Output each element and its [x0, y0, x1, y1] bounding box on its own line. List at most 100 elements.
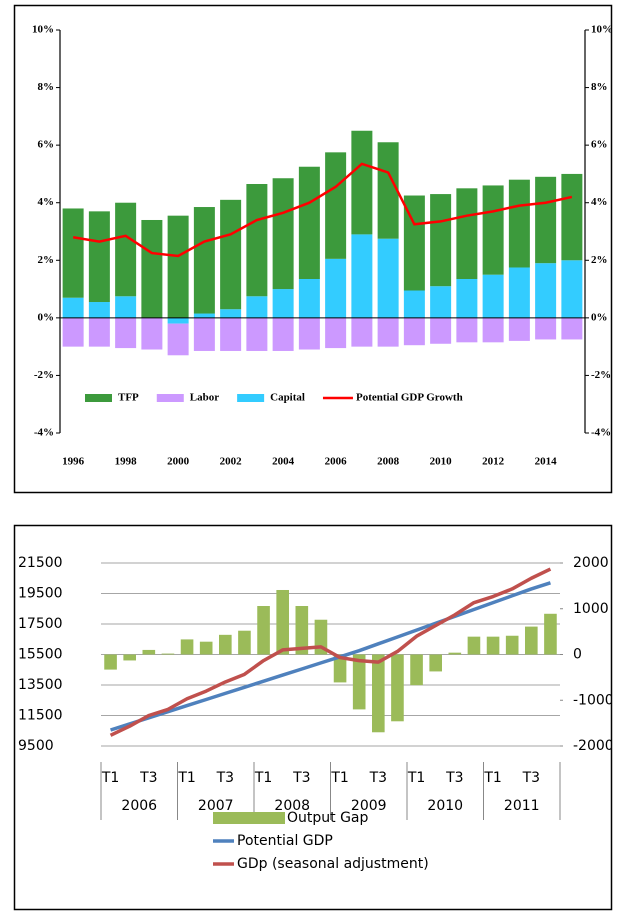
- bar-segment: [298, 317, 320, 350]
- y-tick-label: 17500: [18, 616, 63, 632]
- x-tick-label: T3: [292, 770, 310, 786]
- bar-segment: [220, 199, 242, 310]
- bar-segment: [272, 289, 294, 318]
- y2-tick-label: 2%: [591, 254, 608, 266]
- line-series: [72, 162, 573, 258]
- y2-tick-label: 0: [573, 647, 582, 663]
- bar: [104, 654, 117, 670]
- x-tick-label: 2012: [482, 456, 505, 468]
- bar: [525, 626, 538, 655]
- x-tick-label: T1: [254, 770, 272, 786]
- y-tick-label: 0%: [38, 311, 55, 323]
- bar: [238, 630, 251, 655]
- x-tick-label: T1: [330, 770, 348, 786]
- x-tick-label: 1996: [62, 456, 85, 468]
- bar-segment: [325, 152, 347, 259]
- bar-segment: [351, 130, 373, 235]
- legend-label: Potential GDP: [237, 833, 333, 849]
- year-label: 2007: [198, 798, 234, 814]
- bar: [123, 654, 136, 661]
- line-series: [109, 567, 552, 737]
- legend-label: Capital: [270, 392, 305, 404]
- y2-tick-label: 10%: [591, 24, 613, 36]
- bar-segment: [430, 286, 452, 318]
- bar-segment: [351, 234, 373, 318]
- x-tick-label: 2010: [430, 456, 453, 468]
- bar: [257, 606, 270, 655]
- bar: [467, 636, 481, 655]
- y2-tick-label: 1000: [573, 601, 609, 617]
- bar: [352, 654, 366, 710]
- y2-tick-label: 8%: [591, 81, 608, 93]
- x-tick-label: T1: [483, 770, 501, 786]
- y-tick-label: 4%: [38, 196, 55, 208]
- bar-segment: [403, 317, 425, 346]
- bar-segment: [62, 297, 84, 318]
- bar: [410, 654, 423, 686]
- y-tick-label: -4%: [34, 427, 54, 439]
- bar-segment: [403, 195, 425, 291]
- bar-segment: [193, 317, 215, 351]
- bar: [295, 606, 309, 655]
- bar-segment: [508, 179, 530, 268]
- bar-segment: [561, 317, 583, 340]
- bar-segment: [246, 296, 268, 318]
- bar-segment: [403, 290, 425, 318]
- y-tick-label: 21500: [18, 555, 63, 571]
- x-tick-label: 1998: [115, 456, 138, 468]
- bar: [199, 641, 213, 655]
- bar-segment: [561, 260, 583, 318]
- y-tick-label: 10%: [32, 24, 54, 36]
- bar-segment: [325, 258, 347, 318]
- bar: [544, 613, 557, 655]
- y2-tick-label: -2%: [591, 369, 611, 381]
- x-tick-label: T3: [445, 770, 463, 786]
- legend-swatch: [85, 394, 112, 402]
- bar: [142, 649, 156, 655]
- y-tick-label: 2%: [38, 254, 55, 266]
- bar-segment: [272, 317, 294, 351]
- y2-tick-label: 0%: [591, 311, 608, 323]
- legend-label: TFP: [118, 392, 139, 404]
- bar-segment: [377, 238, 399, 318]
- bar-segment: [482, 274, 504, 318]
- x-tick-label: T1: [407, 770, 425, 786]
- bar: [276, 589, 289, 655]
- bar: [372, 654, 385, 733]
- y-tick-label: 19500: [18, 586, 63, 602]
- x-tick-label: 2014: [535, 456, 558, 468]
- legend-label: Output Gap: [287, 810, 369, 826]
- x-tick-label: 2008: [377, 456, 400, 468]
- year-label: 2010: [427, 798, 463, 814]
- bar-segment: [456, 188, 478, 279]
- bar-segment: [377, 142, 399, 239]
- x-tick-label: 2006: [325, 456, 348, 468]
- legend-swatch: [213, 812, 285, 824]
- x-tick-label: T3: [369, 770, 387, 786]
- x-tick-label: 2000: [167, 456, 190, 468]
- bar-segment: [167, 317, 189, 324]
- bar-segment: [115, 202, 137, 297]
- bar-segment: [246, 184, 268, 297]
- bar-segment: [115, 296, 137, 318]
- y2-tick-label: -1000: [573, 692, 614, 708]
- bar-segment: [220, 309, 242, 318]
- bar: [161, 653, 175, 655]
- y-tick-label: 9500: [18, 738, 54, 754]
- bar-segment: [141, 317, 163, 350]
- bar: [505, 635, 519, 655]
- bar-segment: [62, 317, 84, 347]
- bar-segment: [62, 208, 84, 298]
- y-tick-label: 15500: [18, 647, 63, 663]
- bar-segment: [193, 207, 215, 314]
- legend-label: Labor: [190, 392, 219, 404]
- gap-chart: 9500 11500 13500 15500 17500 19500 21500 -2000 -…: [18, 555, 614, 872]
- legend-swatch: [156, 394, 184, 402]
- growth-chart: -4% -4% -2% -2% 0% 0% 2% 2% 4% 4% 6% 6% 8% 8% 10% 10% 19…: [32, 24, 613, 468]
- bar-segment: [246, 317, 268, 351]
- bar-segment: [220, 317, 242, 351]
- x-tick-label: T1: [177, 770, 195, 786]
- bar: [219, 634, 232, 655]
